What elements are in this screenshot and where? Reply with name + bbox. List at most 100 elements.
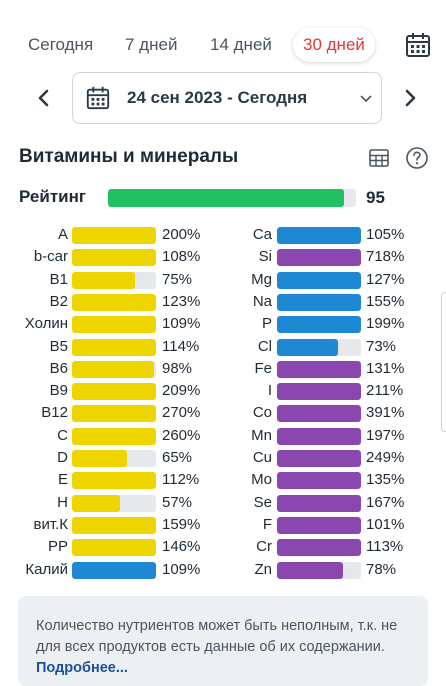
notice-text: Количество нутриентов может быть неполны… xyxy=(36,616,416,679)
nutrient-value: 155% xyxy=(366,292,405,310)
nutrient-bar-fill xyxy=(277,472,361,490)
nutrient-name: B5 xyxy=(49,337,68,355)
nutrient-row: Fe 131% xyxy=(0,359,446,379)
nutrient-bar-fill xyxy=(72,360,155,378)
nutrient-row: Cu 249% xyxy=(0,448,446,468)
nutrient-name: Холин xyxy=(24,315,68,333)
nutrient-bar-fill xyxy=(72,383,156,401)
nutrient-row: C 260% xyxy=(0,426,446,446)
nutrient-name: B6 xyxy=(49,359,68,377)
nutrient-value: 57% xyxy=(162,493,193,511)
nutrient-name: H xyxy=(57,493,68,511)
nutrient-bar xyxy=(72,271,156,289)
tab-today[interactable]: Сегодня xyxy=(28,35,94,54)
help-icon[interactable] xyxy=(405,146,429,170)
nutrient-bar-fill xyxy=(72,293,156,311)
nutrient-row: Mn 197% xyxy=(0,426,446,446)
nutrient-bar xyxy=(72,405,156,423)
nutrient-value: 270% xyxy=(162,404,201,422)
nutrient-bar xyxy=(72,516,156,534)
table-icon[interactable] xyxy=(368,147,390,169)
nutrient-bar-fill xyxy=(277,227,361,244)
nutrient-bar xyxy=(72,383,156,401)
rating-value: 95 xyxy=(366,188,385,207)
nutrient-bar xyxy=(72,539,156,557)
nutrient-value: 112% xyxy=(162,471,200,489)
nutrient-value: 123% xyxy=(162,292,201,310)
nutrient-value: 211% xyxy=(366,382,404,400)
nutrient-bar-fill xyxy=(72,271,135,289)
nutrient-name: D xyxy=(57,449,68,466)
nutrient-bar xyxy=(72,427,156,445)
nutrient-name: A xyxy=(57,226,68,243)
nutrient-bar-fill xyxy=(72,472,156,490)
nutrient-row: P 199% xyxy=(0,314,446,334)
nutrient-name: b-car xyxy=(33,248,68,266)
date-range-select[interactable]: 24 сен 2023 - Сегодня xyxy=(72,72,382,124)
nutrient-bar-fill xyxy=(277,338,339,356)
nutrient-bar-fill xyxy=(277,539,361,557)
nutrient-bar-fill xyxy=(277,383,361,401)
nutrient-name: Co xyxy=(252,404,272,422)
tab-7-days[interactable]: 7 дней xyxy=(125,35,178,54)
chevron-down-icon xyxy=(360,95,372,103)
nutrient-bar-fill xyxy=(277,516,361,534)
nutrient-value: 73% xyxy=(366,337,397,355)
nutrient-value: 105% xyxy=(366,226,405,243)
nutrient-value: 113% xyxy=(366,538,404,556)
nutrient-name: Cl xyxy=(257,337,272,355)
nutrient-bar-fill xyxy=(72,338,156,356)
nutrient-name: PP xyxy=(47,538,68,556)
nutrient-row: B1 75% xyxy=(0,270,446,290)
nutrient-bar-fill xyxy=(72,427,156,445)
nutrient-value: 209% xyxy=(162,382,201,400)
nutrient-row: Холин 109% xyxy=(0,314,446,334)
nutrient-name: Cr xyxy=(256,538,272,556)
nutrient-row: H 57% xyxy=(0,493,446,513)
nutrient-bar xyxy=(72,472,156,490)
nutrient-name: B9 xyxy=(49,382,68,400)
more-link[interactable]: Подробнее... xyxy=(36,660,128,676)
nutrient-bar-fill xyxy=(72,405,156,423)
nutrient-name: вит.К xyxy=(33,515,68,533)
nutrient-row: PP 146% xyxy=(0,537,446,557)
chevron-left-icon[interactable] xyxy=(32,84,56,112)
tab-14-days[interactable]: 14 дней xyxy=(210,35,272,54)
scroll-handle[interactable] xyxy=(441,292,446,432)
calendar-icon[interactable] xyxy=(404,31,432,59)
nutrient-row: Se 167% xyxy=(0,493,446,513)
nutrient-value: 391% xyxy=(366,404,405,422)
nutrient-row: B6 98% xyxy=(0,359,446,379)
nutrient-name: Mo xyxy=(251,471,272,489)
date-range-text: 24 сен 2023 - Сегодня xyxy=(127,88,308,107)
chevron-right-icon[interactable] xyxy=(398,84,422,112)
nutrient-value: 109% xyxy=(162,560,201,578)
nutrient-name: E xyxy=(57,471,68,489)
nutrient-row: Mg 127% xyxy=(0,270,446,290)
nutrient-bar xyxy=(72,227,156,244)
nutrient-row: Zn 78% xyxy=(0,560,446,580)
nutrient-bar xyxy=(277,249,361,267)
nutrient-name: F xyxy=(262,515,272,533)
nutrient-bar-fill xyxy=(277,316,361,334)
nutrient-row: Cr 113% xyxy=(0,537,446,557)
nutrient-bar-fill xyxy=(72,316,156,334)
nutrient-bar xyxy=(277,539,361,557)
nutrient-value: 146% xyxy=(162,538,201,556)
tab-30-days[interactable]: 30 дней xyxy=(293,28,375,62)
nutrient-name: I xyxy=(267,382,272,400)
nutrient-row: B2 123% xyxy=(0,292,446,312)
nutrient-value: 197% xyxy=(366,426,405,444)
period-tabs: Сегодня 7 дней 14 дней 30 дней xyxy=(18,28,432,62)
nutrient-row: Ca 105% xyxy=(0,225,446,245)
nutrient-bar-fill xyxy=(72,561,156,579)
nutrient-name: B1 xyxy=(49,270,68,288)
nutrient-row: B5 114% xyxy=(0,337,446,357)
nutrient-value: 78% xyxy=(366,560,397,578)
nutrient-bar-fill xyxy=(277,249,361,267)
nutrient-name: Mn xyxy=(251,426,272,444)
nutrient-bar xyxy=(277,427,361,445)
nutrient-name: Fe xyxy=(254,359,272,377)
nutrient-value: 109% xyxy=(162,315,201,333)
nutrient-value: 159% xyxy=(162,515,201,533)
